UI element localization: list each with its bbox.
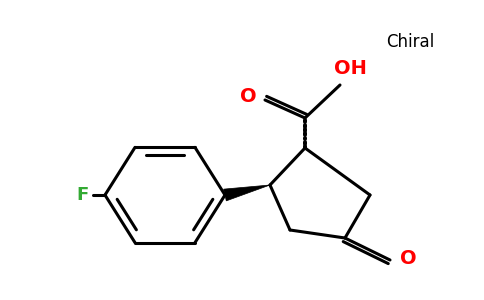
Text: Chiral: Chiral [386, 33, 434, 51]
Text: O: O [400, 248, 416, 268]
Polygon shape [224, 185, 270, 201]
Text: O: O [240, 88, 257, 106]
Text: OH: OH [333, 58, 366, 77]
Text: F: F [77, 186, 89, 204]
